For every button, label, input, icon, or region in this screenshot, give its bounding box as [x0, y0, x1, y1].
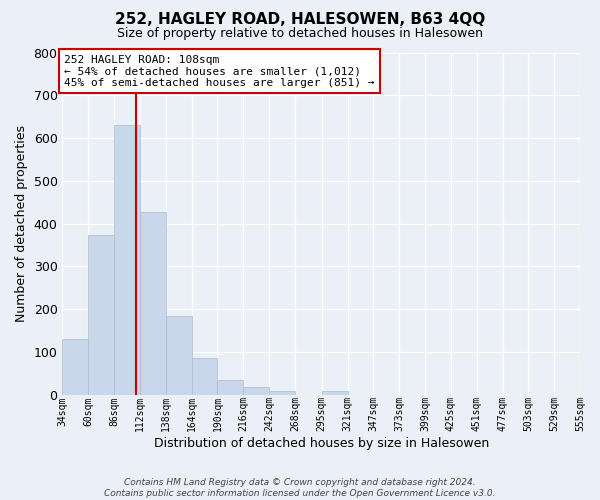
- Bar: [191, 358, 217, 395]
- Bar: [243, 387, 269, 395]
- Y-axis label: Number of detached properties: Number of detached properties: [15, 125, 28, 322]
- Bar: [140, 212, 166, 395]
- Text: Contains HM Land Registry data © Crown copyright and database right 2024.
Contai: Contains HM Land Registry data © Crown c…: [104, 478, 496, 498]
- Text: 252 HAGLEY ROAD: 108sqm
← 54% of detached houses are smaller (1,012)
45% of semi: 252 HAGLEY ROAD: 108sqm ← 54% of detache…: [64, 54, 375, 88]
- Bar: [62, 339, 88, 395]
- Bar: [114, 125, 140, 395]
- Bar: [166, 316, 191, 395]
- Text: Size of property relative to detached houses in Halesowen: Size of property relative to detached ho…: [117, 28, 483, 40]
- Bar: [217, 380, 243, 395]
- Bar: [88, 235, 114, 395]
- X-axis label: Distribution of detached houses by size in Halesowen: Distribution of detached houses by size …: [154, 437, 489, 450]
- Bar: [269, 390, 295, 395]
- Bar: [322, 390, 347, 395]
- Text: 252, HAGLEY ROAD, HALESOWEN, B63 4QQ: 252, HAGLEY ROAD, HALESOWEN, B63 4QQ: [115, 12, 485, 28]
